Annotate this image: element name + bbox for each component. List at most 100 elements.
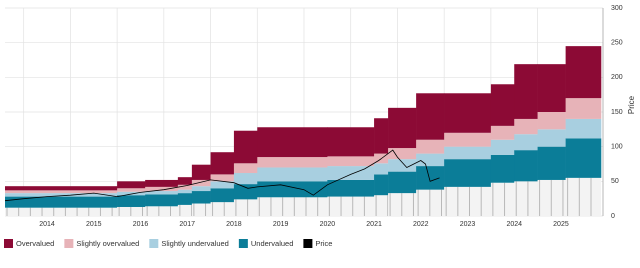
valuation-band <box>191 191 211 204</box>
legend-label: Slightly overvalued <box>76 239 139 248</box>
valuation-band <box>444 132 492 147</box>
floor-band <box>233 199 258 216</box>
valuation-band <box>5 193 118 197</box>
valuation-band <box>145 191 179 195</box>
valuation-band <box>191 186 211 192</box>
valuation-band <box>191 179 211 187</box>
floor-band <box>514 181 538 216</box>
valuation-band <box>388 159 417 172</box>
valuation-band <box>537 64 566 112</box>
valuation-band <box>210 174 235 182</box>
y-tick-label: 250 <box>611 40 623 47</box>
valuation-band <box>416 93 445 140</box>
valuation-band <box>145 194 179 207</box>
valuation-band <box>565 138 602 178</box>
floor-band <box>374 195 389 216</box>
valuation-band <box>374 163 389 175</box>
legend-swatch <box>4 239 13 248</box>
floor-band <box>210 202 234 216</box>
valuation-band <box>145 186 179 192</box>
legend-swatch <box>238 239 248 248</box>
valuation-band <box>233 130 258 164</box>
valuation-band <box>327 166 375 180</box>
valuation-band <box>514 150 538 182</box>
floor-band <box>145 206 178 216</box>
y-axis-label: Price <box>627 95 636 114</box>
valuation-band <box>444 146 492 160</box>
valuation-band <box>117 188 146 192</box>
valuation-band <box>5 196 118 208</box>
valuation-band <box>233 184 258 200</box>
x-tick-label: 2020 <box>320 221 336 228</box>
x-tick-label: 2025 <box>553 221 569 228</box>
x-tick-label: 2018 <box>226 221 242 228</box>
valuation-band <box>416 139 445 154</box>
valuation-band <box>191 164 211 180</box>
valuation-band <box>537 146 566 180</box>
valuation-band <box>565 98 602 119</box>
valuation-band <box>490 154 515 183</box>
floor-band <box>444 186 491 216</box>
x-tick-label: 2024 <box>506 221 522 228</box>
valuation-band <box>327 179 375 197</box>
floor-band <box>191 203 211 216</box>
valuation-band <box>514 64 538 119</box>
valuation-band <box>416 166 445 190</box>
legend-swatch <box>149 239 159 248</box>
valuation-band <box>514 118 538 135</box>
y-tick-label: 300 <box>611 5 623 12</box>
valuation-band <box>537 129 566 147</box>
valuation-band <box>444 93 492 133</box>
legend-swatch <box>303 239 313 248</box>
valuation-band <box>210 188 235 203</box>
valuation-band <box>374 174 389 196</box>
valuation-band <box>257 181 328 198</box>
valuation-band <box>388 171 417 194</box>
valuation-band <box>388 107 417 149</box>
valuation-band <box>177 184 193 190</box>
valuation-band <box>5 190 118 194</box>
y-tick-label: 50 <box>611 178 619 185</box>
legend-label: Slightly undervalued <box>161 239 229 248</box>
floor-band <box>177 204 192 216</box>
x-tick-label: 2022 <box>413 221 429 228</box>
valuation-band <box>145 179 179 187</box>
valuation-band <box>210 181 235 189</box>
valuation-band <box>210 152 235 175</box>
valuation-band <box>117 191 146 196</box>
valuation-band <box>233 163 258 174</box>
valuation-band <box>327 156 375 167</box>
valuation-band <box>233 173 258 185</box>
valuation-band <box>117 195 146 207</box>
valuation-band <box>490 84 515 126</box>
floor-band <box>257 197 328 216</box>
legend-label: Price <box>315 239 332 248</box>
x-tick-label: 2017 <box>179 221 195 228</box>
price-line <box>4 149 440 202</box>
floor-band <box>565 177 601 216</box>
x-tick-label: 2021 <box>366 221 382 228</box>
valuation-band <box>444 159 492 187</box>
x-tick-label: 2014 <box>39 221 55 228</box>
valuation-band <box>416 153 445 167</box>
valuation-band <box>257 167 328 182</box>
valuation-band <box>257 157 328 168</box>
valuation-band <box>177 193 193 205</box>
y-tick-label: 0 <box>611 213 615 220</box>
valuation-band <box>257 127 328 158</box>
x-tick-label: 2019 <box>273 221 289 228</box>
valuation-band <box>327 127 375 157</box>
x-tick-label: 2016 <box>133 221 149 228</box>
floor-band <box>490 182 515 216</box>
valuation-band <box>565 46 602 99</box>
valuation-band <box>490 139 515 155</box>
floor-band <box>5 207 118 216</box>
legend-label: Overvalued <box>16 239 54 248</box>
floor-band <box>327 196 375 216</box>
y-tick-label: 150 <box>611 109 623 116</box>
valuation-band <box>565 118 602 139</box>
y-tick-label: 100 <box>611 144 623 151</box>
valuation-band <box>514 134 538 151</box>
valuation-band <box>5 186 118 191</box>
